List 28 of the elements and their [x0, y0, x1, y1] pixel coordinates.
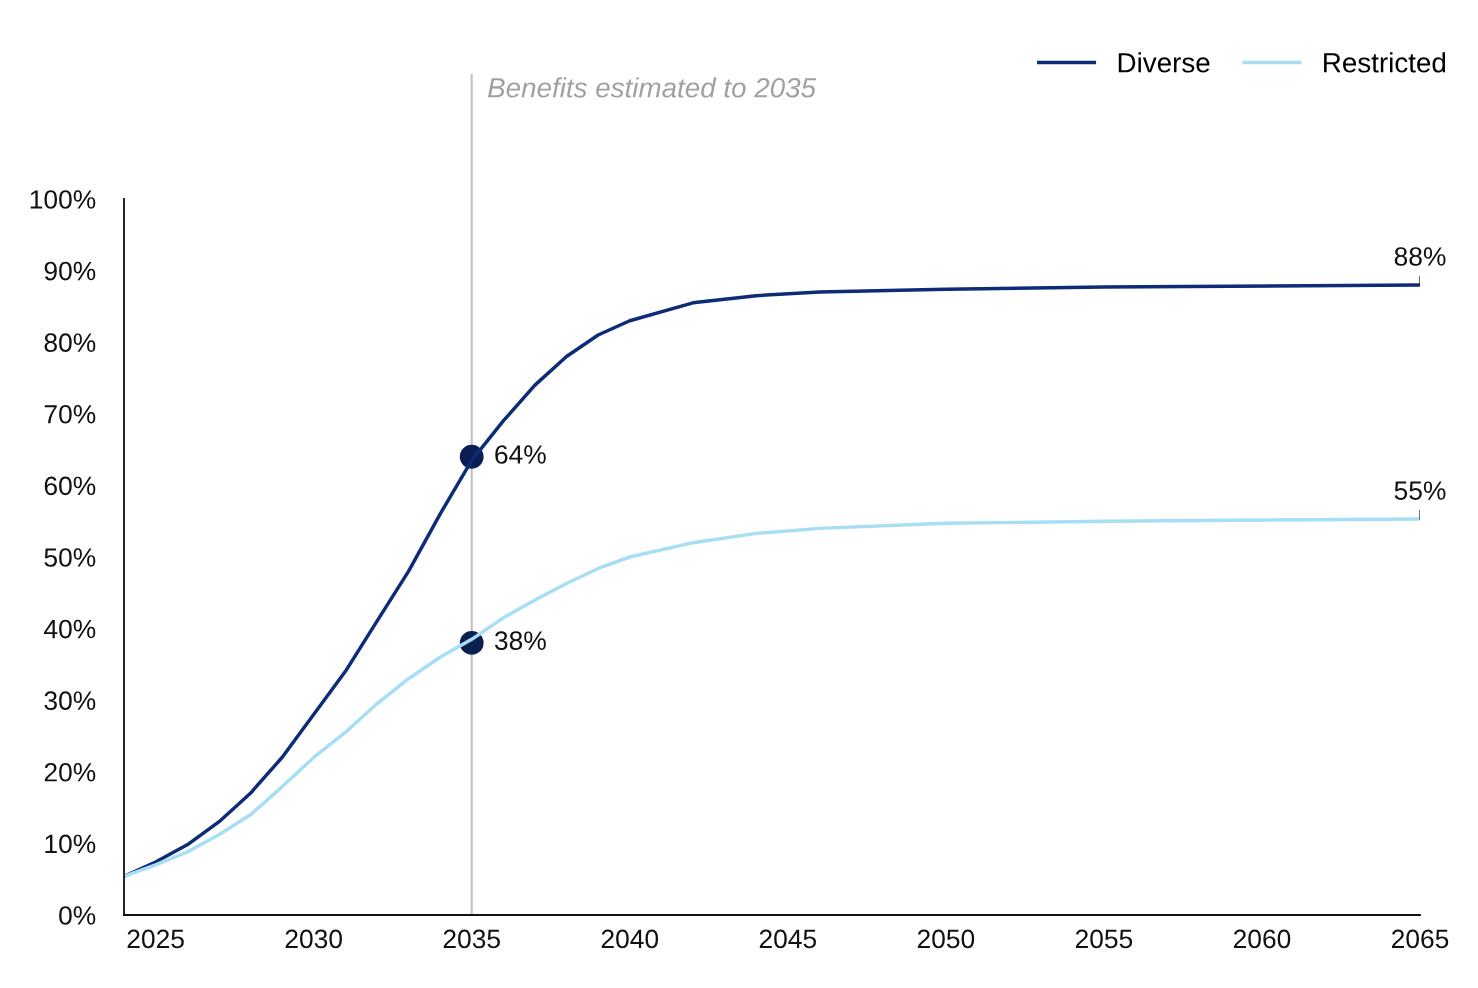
y-tick-label: 30%: [44, 691, 96, 711]
y-tick-label: 40%: [44, 619, 96, 639]
x-tick-label: 2025: [127, 929, 184, 949]
y-tick-label: 20%: [44, 762, 96, 782]
y-tick-label: 50%: [44, 548, 96, 567]
line-series: [124, 517, 1420, 879]
data-label: 88%: [1394, 247, 1446, 266]
legend-label: Restricted: [1324, 52, 1446, 73]
legend-label: Diverse: [1118, 52, 1210, 73]
x-tick-label: 2045: [759, 929, 817, 949]
x-tick-label: 2065: [1391, 929, 1449, 949]
data-label: 55%: [1394, 481, 1446, 500]
x-tick-label: 2060: [1233, 929, 1291, 949]
x-tick-label: 2050: [917, 929, 975, 949]
y-tick-label: 70%: [44, 404, 96, 424]
x-tick-label: 2055: [1075, 929, 1133, 949]
y-tick-label: 80%: [44, 333, 96, 353]
x-tick-label: 2040: [601, 929, 659, 949]
x-tick-label: 2030: [285, 929, 342, 949]
y-tick-label: 60%: [44, 476, 96, 496]
y-tick-label: 100%: [30, 190, 96, 209]
y-tick-label: 90%: [44, 261, 96, 281]
x-tick-label: 2035: [443, 929, 500, 949]
y-tick-label: 0%: [59, 906, 96, 925]
ref-line-label: Benefits estimated to 2035: [488, 77, 817, 98]
y-tick-label: 10%: [45, 834, 96, 854]
data-label: 38%: [494, 631, 546, 650]
data-label: 64%: [495, 445, 546, 464]
